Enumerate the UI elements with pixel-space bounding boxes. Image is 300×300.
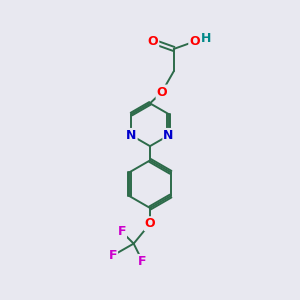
Text: O: O bbox=[189, 35, 200, 48]
Text: O: O bbox=[157, 85, 167, 98]
Text: F: F bbox=[109, 249, 117, 262]
Text: F: F bbox=[138, 255, 147, 268]
Text: N: N bbox=[163, 129, 174, 142]
Text: F: F bbox=[118, 225, 126, 238]
Text: N: N bbox=[126, 129, 137, 142]
Text: O: O bbox=[148, 35, 158, 48]
Text: O: O bbox=[145, 217, 155, 230]
Text: H: H bbox=[201, 32, 212, 45]
